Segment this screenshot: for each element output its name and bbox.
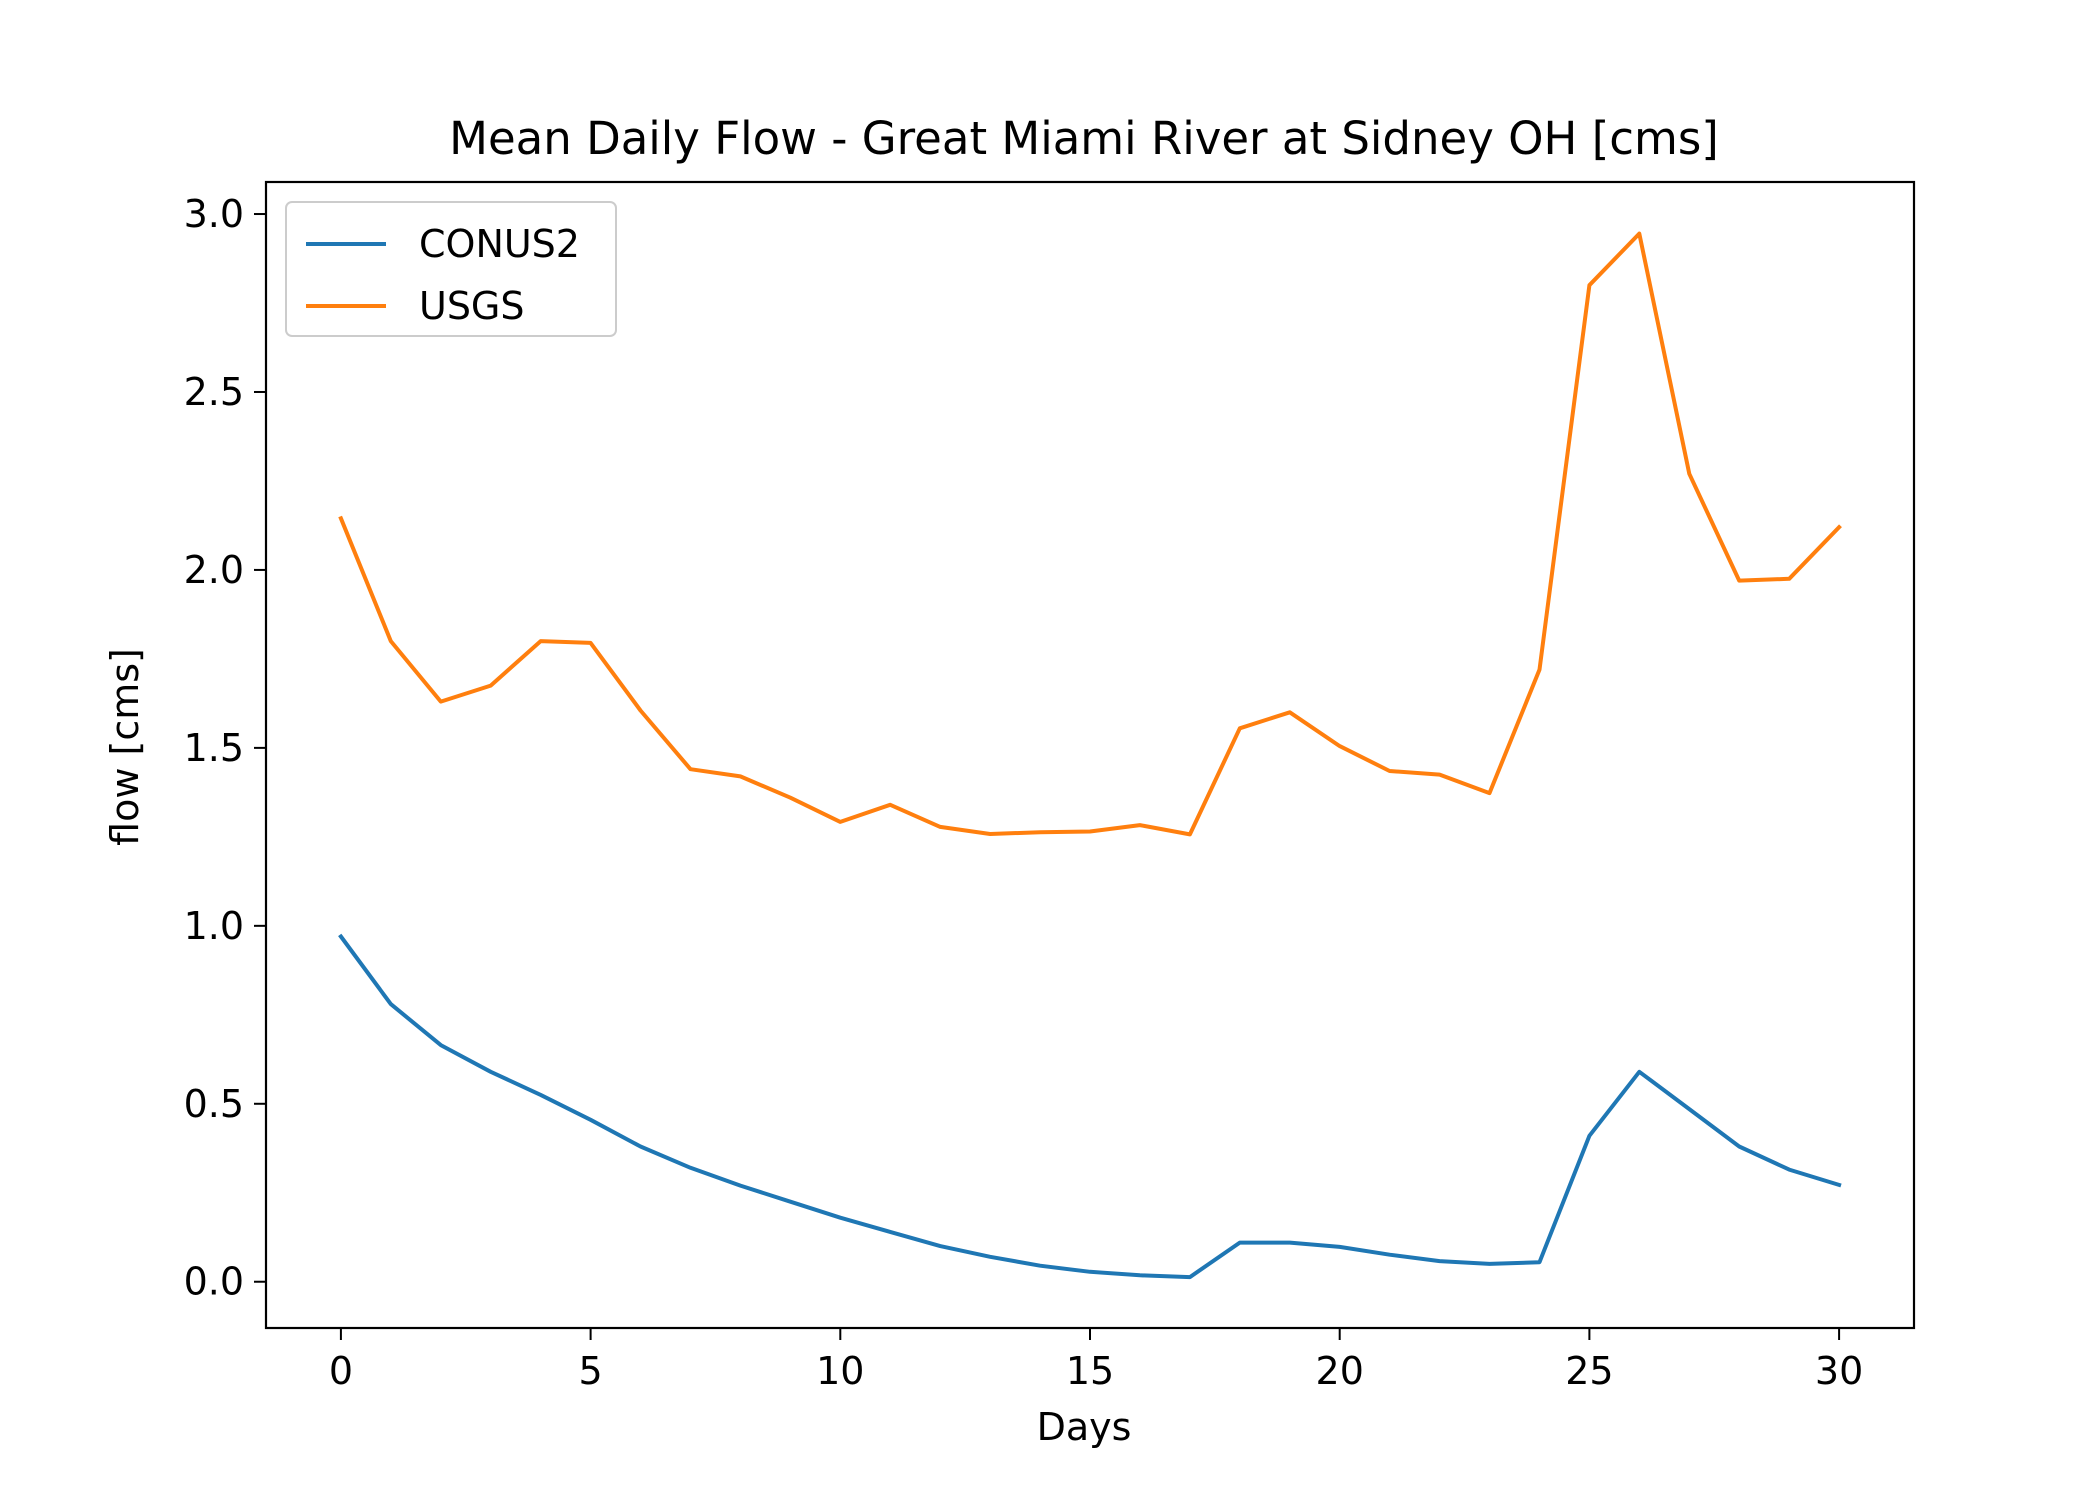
chart-title: Mean Daily Flow - Great Miami River at S… — [449, 112, 1719, 165]
y-tick-label: 3.0 — [184, 192, 244, 236]
x-axis-label: Days — [1037, 1405, 1132, 1449]
y-axis-label: flow [cms] — [103, 648, 147, 846]
y-tick-label: 0.5 — [184, 1082, 244, 1126]
x-tick-label: 10 — [816, 1349, 864, 1393]
y-tick-label: 1.5 — [184, 726, 244, 770]
y-tick-label: 0.0 — [184, 1260, 244, 1304]
legend-label-conus2: CONUS2 — [419, 222, 580, 266]
plot-area: 0 5 10 15 20 25 30 0.0 0.5 1.0 1.5 2.0 2.5 3.0 — [184, 180, 1916, 1393]
x-tick-label: 30 — [1815, 1349, 1863, 1393]
x-tick-label: 15 — [1066, 1349, 1114, 1393]
x-tick-label: 25 — [1565, 1349, 1613, 1393]
x-tick-label: 20 — [1316, 1349, 1364, 1393]
y-tick-label: 2.0 — [184, 548, 244, 592]
x-tick-label: 0 — [329, 1349, 353, 1393]
series-line-usgs — [338, 231, 1842, 837]
legend: CONUS2 USGS — [285, 201, 617, 337]
series-line-conus2 — [338, 933, 1842, 1280]
legend-label-usgs: USGS — [419, 284, 525, 328]
legend-box — [285, 201, 617, 337]
plot-frame — [264, 180, 1916, 1330]
y-tick-label: 1.0 — [184, 904, 244, 948]
x-tick-label: 5 — [579, 1349, 603, 1393]
y-tick-label: 2.5 — [184, 370, 244, 414]
